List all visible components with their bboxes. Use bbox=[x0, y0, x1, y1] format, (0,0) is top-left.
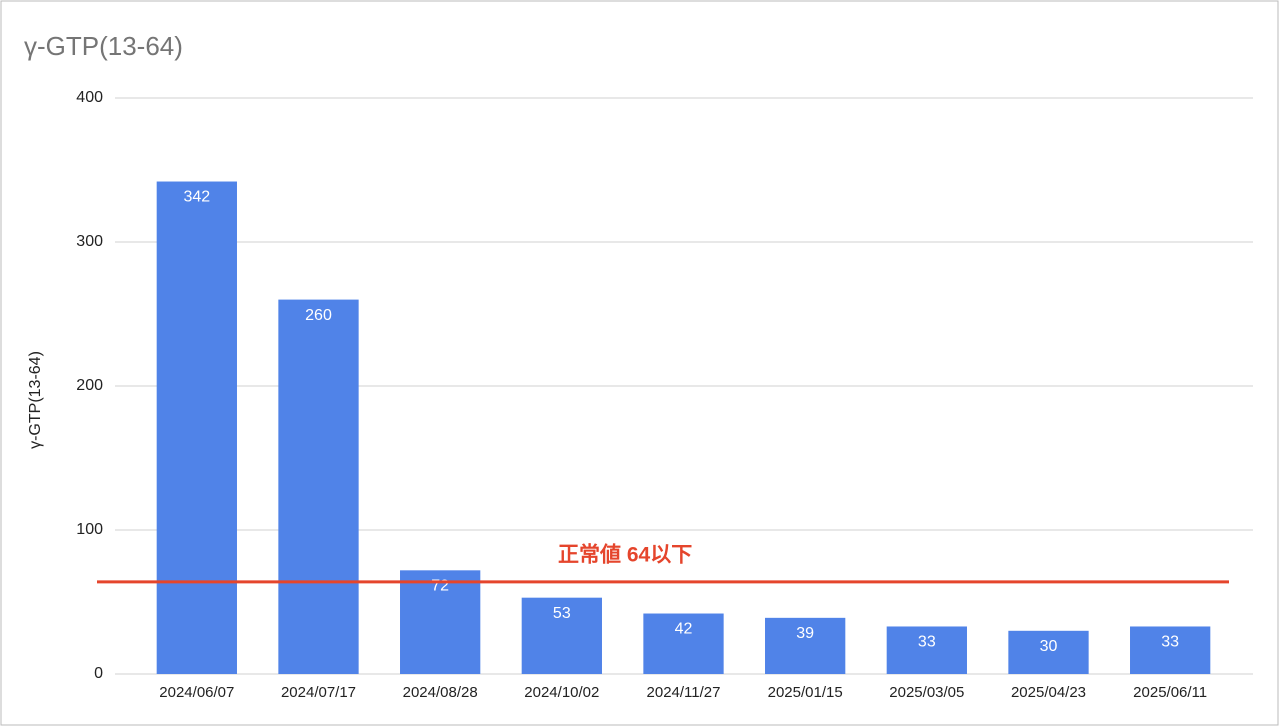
bar bbox=[1008, 630, 1089, 674]
bar bbox=[156, 181, 237, 674]
y-tick-label: 200 bbox=[76, 377, 103, 394]
y-tick-label: 300 bbox=[76, 233, 103, 250]
data-label: 53 bbox=[553, 605, 571, 622]
bar bbox=[643, 613, 724, 674]
bar bbox=[521, 597, 602, 674]
x-tick-label: 2024/07/17 bbox=[281, 684, 356, 701]
bar bbox=[400, 570, 481, 674]
x-tick-label: 2025/01/15 bbox=[768, 684, 843, 701]
data-label: 30 bbox=[1040, 638, 1058, 655]
data-label: 72 bbox=[431, 578, 449, 595]
chart-title: γ-GTP(13-64) bbox=[24, 31, 183, 61]
x-tick-label: 2024/11/27 bbox=[647, 684, 721, 701]
bar bbox=[278, 299, 359, 674]
y-tick-label: 0 bbox=[94, 665, 103, 682]
data-label: 33 bbox=[1161, 634, 1179, 651]
bar bbox=[765, 617, 846, 674]
x-tick-label: 2024/06/07 bbox=[159, 684, 234, 701]
x-tick-label: 2025/04/23 bbox=[1011, 684, 1086, 701]
x-tick-label: 2025/03/05 bbox=[889, 684, 964, 701]
y-axis-label: γ-GTP(13-64) bbox=[27, 351, 44, 449]
x-tick-label: 2024/08/28 bbox=[403, 684, 478, 701]
reference-label: 正常値 64以下 bbox=[558, 542, 692, 566]
data-label: 33 bbox=[918, 634, 936, 651]
data-label: 42 bbox=[675, 621, 693, 638]
data-label: 260 bbox=[305, 307, 332, 324]
x-tick-label: 2025/06/11 bbox=[1133, 684, 1207, 701]
y-tick-label: 400 bbox=[76, 89, 103, 106]
bar bbox=[886, 626, 967, 674]
data-label: 39 bbox=[796, 625, 814, 642]
y-tick-label: 100 bbox=[76, 521, 103, 538]
bar bbox=[1130, 626, 1211, 674]
data-label: 342 bbox=[183, 189, 210, 206]
x-tick-label: 2024/10/02 bbox=[524, 684, 599, 701]
